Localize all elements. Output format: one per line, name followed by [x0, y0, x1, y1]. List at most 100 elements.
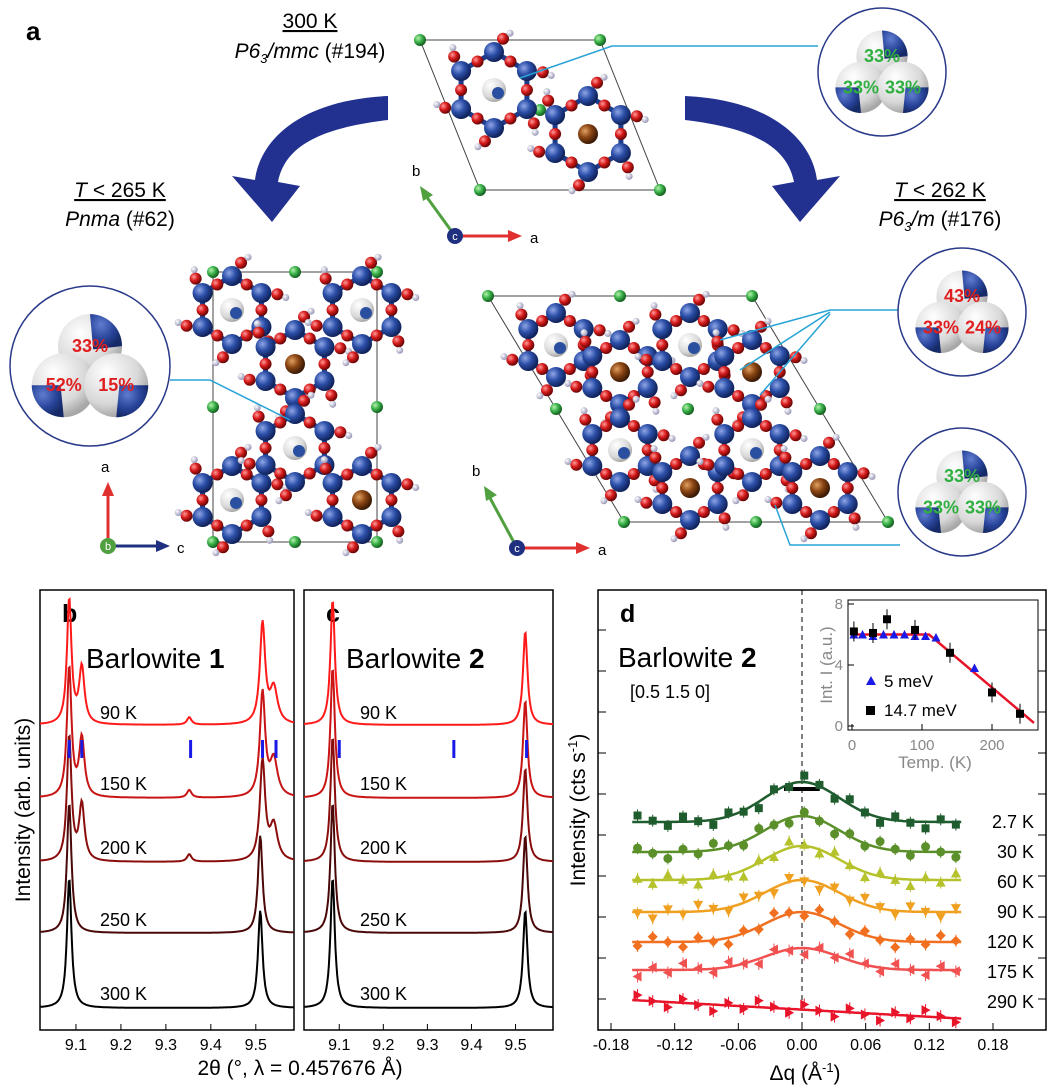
data-point: [633, 811, 642, 820]
copper-atom: [637, 378, 658, 398]
copper-atom: [652, 351, 673, 371]
inset-y-tick-label: 4: [835, 657, 843, 674]
sphere-blue-part: [982, 327, 1009, 353]
chlorine-atom: [814, 403, 826, 415]
hydrogen-atom: [568, 187, 576, 195]
data-point: [875, 966, 885, 977]
copper-atom: [573, 319, 594, 339]
oxygen-atom: [649, 451, 662, 464]
data-point: [951, 820, 960, 829]
hydrogen-atom: [641, 116, 649, 124]
sphere-blue-part: [915, 327, 942, 353]
chlorine-atom: [207, 401, 219, 413]
copper-atom: [714, 378, 735, 398]
panel-b-title: Barlowite 1: [86, 643, 225, 674]
copper-atom: [769, 424, 790, 444]
temperature-label: 300 K: [100, 984, 147, 1004]
inset-x-tick-label: 100: [909, 737, 934, 754]
x-tick-label: -0.18: [593, 1037, 630, 1054]
chlorine-atom: [474, 184, 486, 196]
data-point: [950, 868, 961, 878]
inset-point-14mev: [911, 625, 919, 634]
data-point: [723, 939, 734, 950]
data-point: [800, 771, 809, 780]
data-point: [784, 873, 795, 883]
data-point: [935, 913, 946, 923]
data-point: [662, 905, 673, 915]
hydrogen-atom: [625, 172, 633, 180]
oxygen-atom: [604, 489, 617, 502]
data-point: [662, 967, 672, 978]
data-point: [753, 959, 763, 970]
oxygen-atom: [827, 506, 840, 518]
sphere-blue-part: [962, 450, 988, 479]
data-point: [663, 1002, 673, 1013]
copper-atom: [707, 494, 728, 514]
oxygen-atom: [211, 468, 224, 481]
q-scan-fit: [632, 910, 962, 944]
data-point: [768, 907, 779, 918]
oxygen-atom: [471, 112, 484, 125]
oxygen-atom: [527, 117, 540, 130]
inset-fit-line: [852, 633, 1035, 724]
data-point: [679, 812, 688, 821]
data-point: [859, 872, 870, 882]
hydrogen-atom: [670, 392, 678, 400]
data-point: [724, 997, 734, 1008]
hydrogen-atom: [320, 266, 328, 274]
data-point: [769, 1001, 779, 1012]
oxygen-atom: [563, 315, 576, 327]
q-scan-fit: [632, 998, 962, 1020]
data-point: [845, 829, 855, 839]
data-point: [906, 1013, 916, 1024]
data-point: [769, 820, 779, 830]
hydrogen-atom: [342, 359, 350, 367]
oxygen-atom: [857, 467, 870, 480]
data-point: [921, 1005, 931, 1016]
data-point: [890, 910, 901, 920]
oxygen-atom: [392, 525, 405, 538]
panel-d-plot: d Barlowite 2 [0.5 1.5 0] Intensity (cts…: [565, 589, 1047, 1085]
copper-atom: [255, 337, 276, 357]
copper-atom: [810, 446, 830, 466]
temperature-label: 250 K: [100, 910, 147, 930]
oxygen-atom: [318, 442, 331, 454]
oxygen-atom: [586, 366, 599, 378]
data-point: [768, 889, 779, 899]
oxygen-atom: [670, 458, 683, 470]
hydrogen-atom: [632, 395, 640, 403]
oxygen-atom: [572, 179, 585, 192]
inset-point-5mev: [970, 663, 979, 673]
copper-partial: [492, 87, 504, 99]
oxygen-atom: [392, 335, 405, 348]
inset-point-14mev: [946, 648, 954, 657]
copper-atom: [381, 283, 402, 303]
bromine-atom: [810, 478, 830, 498]
q-scan-fit: [632, 780, 962, 824]
x-tick-label: 9.4: [200, 1037, 222, 1054]
copper-atom: [578, 86, 598, 106]
occupancy-label: 52%: [46, 375, 82, 395]
temperature-label: 290 K: [987, 992, 1034, 1012]
oxygen-atom: [180, 319, 193, 332]
oxygen-atom: [718, 444, 731, 456]
hydrogen-atom: [564, 457, 572, 465]
data-point: [859, 925, 870, 936]
data-point: [844, 896, 855, 906]
inset-point-14mev: [849, 627, 858, 636]
hydrogen-atom: [374, 443, 382, 451]
data-point: [920, 872, 931, 882]
data-point: [920, 907, 931, 917]
hydrogen-atom: [320, 456, 328, 464]
structure-top-p63mmc: [414, 29, 666, 196]
data-point: [768, 852, 779, 862]
inset-xlabel: Temp. (K): [898, 753, 972, 772]
data-point: [920, 970, 930, 981]
oxygen-atom: [718, 512, 731, 525]
oxygen-atom: [670, 506, 683, 518]
svg-text:a: a: [598, 542, 607, 559]
data-point: [875, 935, 886, 946]
hydrogen-atom: [702, 433, 710, 441]
data-point: [678, 942, 689, 953]
inset-point-5mev: [879, 630, 888, 639]
